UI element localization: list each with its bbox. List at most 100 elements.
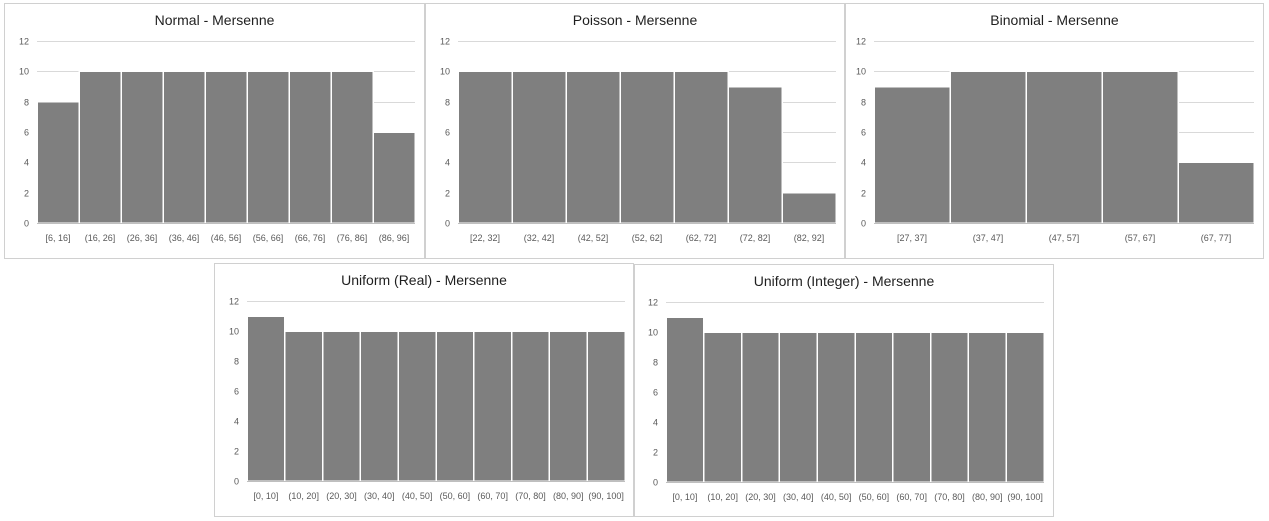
bar (949, 70, 1027, 224)
x-tick-label: (20, 30] (326, 491, 357, 501)
y-tick-label: 0 (24, 219, 29, 229)
y-tick-label: 8 (445, 98, 450, 108)
x-tick-label: (26, 36] (127, 233, 158, 243)
chart-svg: Normal - Mersenne 0 2 4 6 8 10 12 [6, 16] (16, 26… (19, 12, 416, 243)
y-tick-label: 6 (653, 388, 658, 398)
bar (781, 191, 837, 224)
y-tick-label: 0 (234, 477, 239, 487)
y-tick-label: 8 (653, 358, 658, 368)
bar (510, 330, 551, 482)
y-tick-label: 10 (648, 328, 658, 338)
x-tick-label: (66, 76] (295, 233, 326, 243)
y-tick-label: 4 (234, 417, 239, 427)
bar (727, 85, 783, 224)
y-tick-label: 10 (19, 67, 29, 77)
y-tick-label: 4 (445, 158, 450, 168)
x-tick-label: (72, 82] (740, 233, 771, 243)
x-tick-label: (90, 100] (1007, 492, 1043, 502)
bar (284, 330, 324, 482)
bar (78, 70, 122, 224)
x-tick-label: (30, 40] (783, 492, 814, 502)
x-tick-label: (70, 80] (934, 492, 965, 502)
y-tick-label: 8 (234, 357, 239, 367)
chart-title: Binomial - Mersenne (990, 12, 1119, 28)
x-tick-label: (57, 67] (1125, 233, 1156, 243)
chart-title: Normal - Mersenne (155, 12, 275, 28)
y-tick-label: 4 (653, 418, 658, 428)
y-tick-label: 0 (445, 219, 450, 229)
y-tick-label: 8 (861, 98, 866, 108)
bar (473, 330, 513, 482)
bar (854, 331, 894, 483)
y-tick-label: 6 (445, 128, 450, 138)
bar (372, 131, 416, 224)
x-tick-label: (30, 40] (364, 491, 395, 501)
y-tick-label: 2 (445, 189, 450, 199)
chart-panel-binomial: Binomial - Mersenne 0 2 4 6 8 10 12 [27, 37] (37,… (845, 3, 1264, 259)
x-tick-label: (80, 90] (972, 492, 1003, 502)
bar (288, 70, 332, 224)
bar (397, 330, 437, 482)
x-tick-label: (56, 66] (253, 233, 284, 243)
chart-svg: Uniform (Integer) - Mersenne 0 2 4 6 8 10 12 [0,… (648, 273, 1045, 502)
chart-panel-uniform-integer: Uniform (Integer) - Mersenne 0 2 4 6 8 10 12 [0,… (634, 264, 1054, 517)
bar (1005, 331, 1045, 483)
x-tick-label: (16, 26] (85, 233, 116, 243)
x-tick-label: (47, 57] (1049, 233, 1080, 243)
x-tick-label: (50, 60] (859, 492, 890, 502)
y-tick-label: 8 (24, 98, 29, 108)
y-tick-label: 12 (856, 37, 866, 47)
chart-title: Uniform (Real) - Mersenne (341, 272, 507, 288)
bar (246, 70, 290, 224)
bar (892, 331, 932, 483)
y-tick-label: 10 (229, 327, 239, 337)
x-tick-label: (52, 62] (632, 233, 663, 243)
bar (778, 331, 818, 483)
chart-svg: Uniform (Real) - Mersenne 0 2 4 6 8 10 12 [0, 10… (229, 272, 626, 501)
bar (1025, 70, 1103, 224)
x-tick-label: (86, 96] (379, 233, 410, 243)
bar (703, 331, 743, 483)
x-tick-label: (70, 80] (515, 491, 546, 501)
x-tick-label: (76, 86] (337, 233, 368, 243)
bar (359, 330, 399, 482)
x-tick-label: [6, 16] (45, 233, 70, 243)
x-tick-label: (50, 60] (440, 491, 471, 501)
x-tick-label: (40, 50] (402, 491, 433, 501)
y-tick-label: 12 (440, 37, 450, 47)
x-tick-label: (36, 46] (169, 233, 200, 243)
y-tick-label: 10 (440, 67, 450, 77)
y-tick-label: 0 (861, 219, 866, 229)
y-tick-label: 2 (234, 447, 239, 457)
bar (929, 331, 970, 483)
bar (548, 330, 588, 482)
y-tick-label: 0 (653, 478, 658, 488)
chart-panel-poisson: Poisson - Mersenne 0 2 4 6 8 10 12 [22, 32] (32, … (425, 3, 845, 259)
bar (321, 330, 362, 482)
x-tick-label: (10, 20] (288, 491, 319, 501)
bar (457, 70, 513, 224)
chart-title: Uniform (Integer) - Mersenne (754, 273, 935, 289)
chart-svg: Poisson - Mersenne 0 2 4 6 8 10 12 [22, 32] (32, … (440, 12, 837, 243)
x-tick-label: (80, 90] (553, 491, 584, 501)
bar (36, 100, 80, 224)
bar (967, 331, 1007, 483)
bar (120, 70, 164, 224)
y-tick-label: 4 (861, 158, 866, 168)
y-tick-label: 4 (24, 158, 29, 168)
bar (565, 70, 621, 224)
bar (673, 70, 729, 224)
bar (1177, 161, 1255, 224)
x-tick-label: (20, 30] (745, 492, 776, 502)
y-tick-label: 6 (861, 128, 866, 138)
bar (511, 70, 567, 224)
bar (435, 330, 475, 482)
chart-svg: Binomial - Mersenne 0 2 4 6 8 10 12 [27, 37] (37,… (856, 12, 1255, 243)
x-tick-label: (60, 70] (477, 491, 508, 501)
bar (162, 70, 206, 224)
x-tick-label: (90, 100] (588, 491, 624, 501)
bar (586, 330, 626, 482)
x-tick-label: [22, 32] (470, 233, 500, 243)
x-tick-label: (42, 52] (578, 233, 609, 243)
x-tick-label: (62, 72] (686, 233, 717, 243)
